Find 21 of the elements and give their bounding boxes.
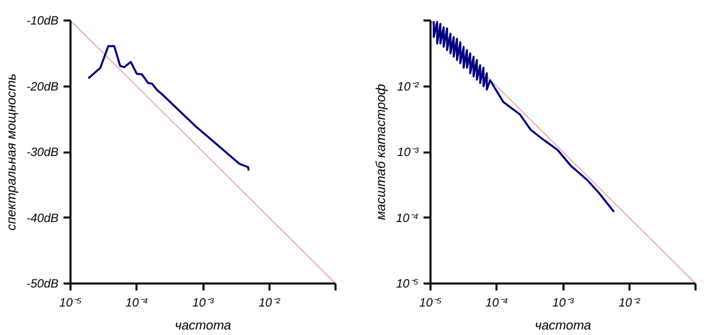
y-tick-label: 10⁻⁵ xyxy=(396,276,419,290)
y-tick-label: -40dB xyxy=(26,210,59,225)
x-tick-label: 10⁻² xyxy=(618,296,641,310)
y-tick-label: 10⁻⁴ xyxy=(396,210,418,225)
y-tick-label: -10dB xyxy=(26,14,59,28)
x-tick-label: 10⁻⁴ xyxy=(485,296,508,310)
y-tick-label: 10⁻² xyxy=(397,79,420,94)
y-axis-title: масштаб катастроф xyxy=(372,84,388,220)
x-tick-label: 10⁻⁵ xyxy=(419,296,442,310)
y-axis-title: спектральная мощность xyxy=(3,73,18,231)
y-tick-label: -50dB xyxy=(26,276,59,290)
x-tick-label: 10⁻³ xyxy=(192,296,215,310)
y-tick-label: -30dB xyxy=(26,145,59,159)
x-tick-label: 10⁻³ xyxy=(552,296,575,310)
x-tick-label: 10⁻² xyxy=(258,296,281,310)
x-tick-label: 10⁻⁵ xyxy=(59,296,82,310)
x-axis-title: частота xyxy=(174,318,232,332)
x-tick-label: 10⁻⁴ xyxy=(125,296,148,310)
y-tick-label: 10⁻³ xyxy=(397,145,420,159)
x-axis-title: частота xyxy=(534,318,592,332)
y-tick-label: -20dB xyxy=(26,79,59,94)
